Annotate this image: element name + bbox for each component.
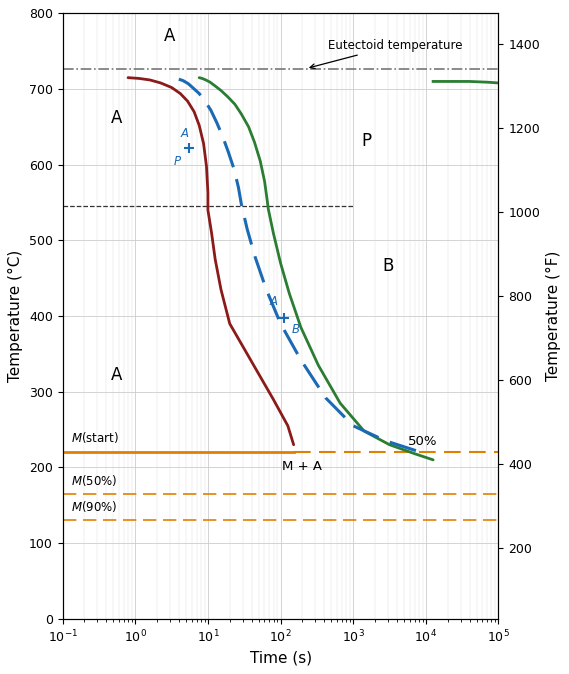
Text: A: A: [270, 295, 278, 308]
Text: A: A: [164, 26, 176, 44]
Text: P: P: [361, 132, 371, 150]
Text: $M$(90%): $M$(90%): [71, 499, 117, 514]
Text: P: P: [174, 155, 181, 168]
X-axis label: Time (s): Time (s): [249, 650, 312, 666]
Text: 50%: 50%: [408, 435, 438, 448]
Text: $M$(start): $M$(start): [71, 431, 118, 446]
Y-axis label: Temperature (°F): Temperature (°F): [546, 251, 560, 381]
Text: $M$(50%): $M$(50%): [71, 473, 117, 488]
Text: B: B: [382, 257, 394, 274]
Text: A: A: [181, 127, 189, 140]
Text: A: A: [111, 367, 122, 384]
Text: B: B: [291, 323, 299, 336]
Y-axis label: Temperature (°C): Temperature (°C): [9, 250, 23, 382]
Text: A: A: [111, 109, 122, 127]
Text: M + A: M + A: [282, 460, 323, 473]
Text: Eutectoid temperature: Eutectoid temperature: [310, 38, 463, 69]
